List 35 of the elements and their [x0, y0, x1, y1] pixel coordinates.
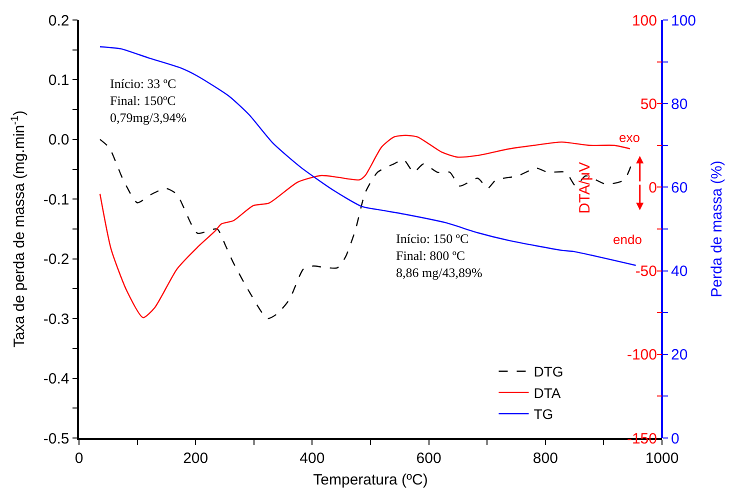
x-tick-label: 800 [532, 450, 558, 467]
y-tick-label: -0.4 [43, 370, 70, 388]
y2-axis-title: DTA/μV [576, 162, 594, 214]
y-tick-label: -0.3 [43, 310, 70, 328]
y3-tick-label: 100 [671, 12, 696, 30]
y2-tick-label: -50 [635, 263, 657, 280]
y2-tick-label: 100 [632, 12, 657, 30]
y-tick-label: -0.2 [43, 251, 70, 268]
y-tick-label: 0.2 [48, 12, 70, 30]
y3-tick-label: 40 [671, 263, 688, 280]
y2-tick-label: -100 [626, 346, 657, 364]
annotation: endo [613, 232, 642, 247]
y3-axis-title: Perda de massa (%) [708, 160, 726, 298]
y3-tick-label: 80 [671, 96, 688, 113]
y2-tick-label: 50 [640, 96, 657, 113]
y-tick-label: 0.0 [48, 132, 70, 149]
x-tick-label: 1000 [645, 450, 679, 467]
y3-tick-label: 60 [671, 179, 688, 196]
y3-tick-label: 20 [671, 346, 688, 364]
legend-label: DTG [534, 364, 564, 380]
y-tick-label: 0.1 [48, 72, 70, 89]
x-axis-title: Temperatura (ºC) [313, 471, 428, 488]
annotation: exo [619, 130, 640, 145]
y3-tick-label: 0 [671, 430, 680, 448]
x-tick-label: 400 [300, 450, 325, 467]
x-tick-label: 0 [74, 450, 84, 467]
y-tick-label: -0.1 [43, 191, 70, 208]
x-tick-label: 200 [183, 450, 208, 467]
legend-label: DTA [534, 384, 562, 401]
y2-tick-label: 0 [648, 179, 657, 196]
y-tick-label: -0.5 [43, 430, 70, 448]
legend-label: TG [534, 406, 554, 422]
x-tick-label: 600 [416, 450, 442, 467]
annotation: Início: 33 ºC Final: 150ºC 0,79mg/3,94% [110, 76, 187, 125]
annotation: Início: 150 ºC Final: 800 ºC 8,86 mg/43,89% [396, 231, 482, 280]
